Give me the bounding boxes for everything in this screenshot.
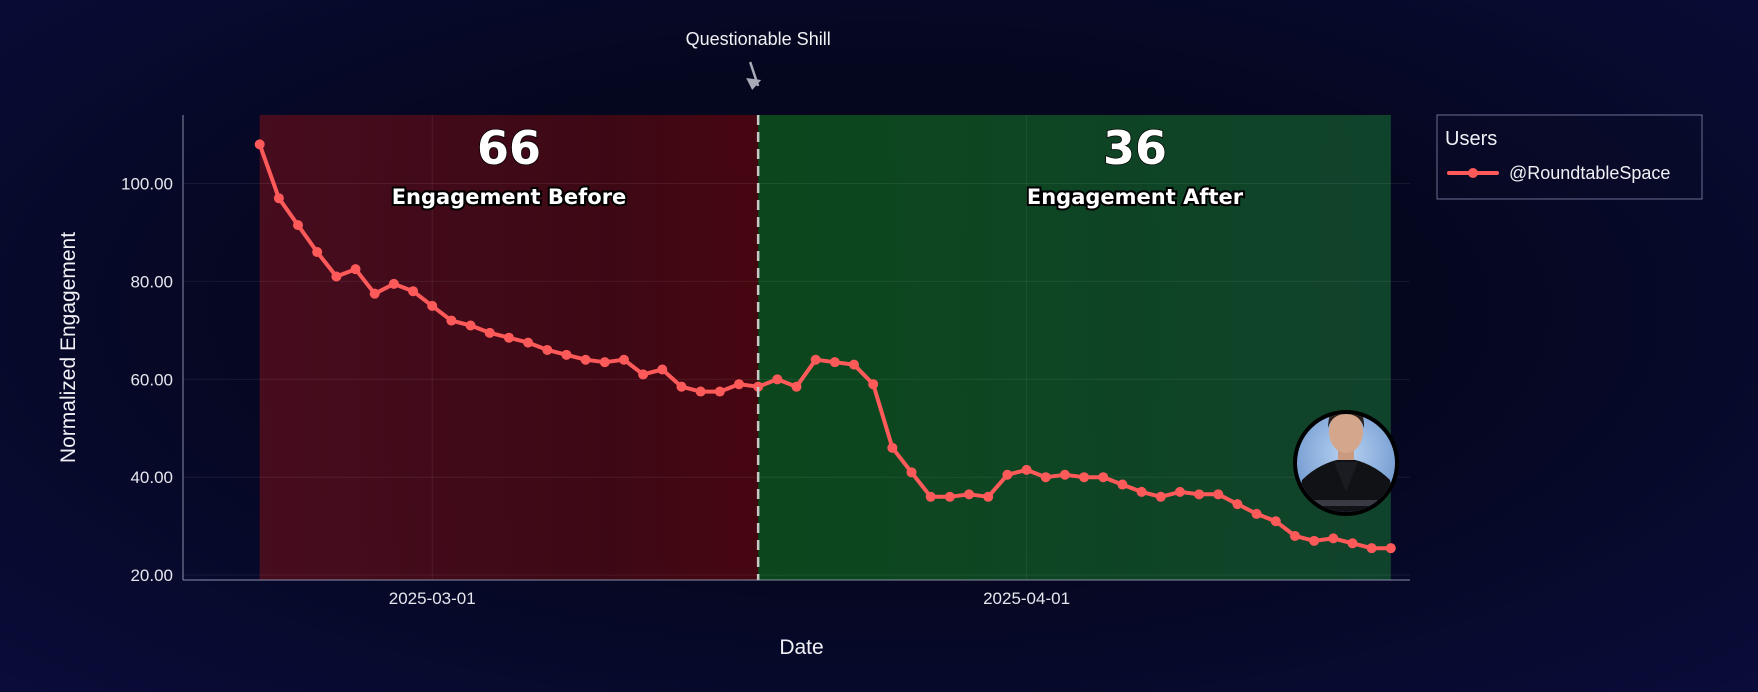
y-axis-title: Normalized Engagement [57, 232, 80, 463]
legend-box [1436, 114, 1703, 200]
data-point [580, 354, 591, 365]
after-value: 36 [1103, 121, 1167, 175]
data-point [1002, 469, 1013, 480]
data-point [1270, 516, 1281, 527]
data-point [810, 354, 821, 365]
region-before [259, 115, 759, 580]
data-point [1347, 538, 1358, 549]
data-point [1366, 543, 1377, 554]
data-point [484, 327, 495, 338]
data-point [369, 288, 380, 299]
data-point [254, 139, 265, 150]
regions-layer [259, 115, 1391, 580]
data-point [868, 379, 879, 390]
data-point [887, 442, 898, 453]
data-point [657, 364, 668, 375]
data-point [753, 381, 764, 392]
avatar-image [1297, 414, 1395, 512]
after-label: Engagement After [1027, 185, 1244, 209]
region-after [758, 115, 1391, 580]
data-point [1251, 508, 1262, 519]
data-point [714, 386, 725, 397]
data-point [638, 369, 649, 380]
y-tick-label: 60.00 [130, 370, 173, 389]
data-point [944, 491, 955, 502]
data-point [388, 278, 399, 289]
data-point [964, 489, 975, 500]
data-point [331, 271, 342, 282]
data-point [1213, 489, 1224, 500]
data-point [503, 332, 514, 343]
data-point [523, 337, 534, 348]
x-axis-title: Date [779, 636, 823, 659]
before-value: 66 [477, 121, 541, 175]
avatar [1293, 410, 1399, 516]
y-tick-label: 40.00 [130, 468, 173, 487]
data-point [542, 344, 553, 355]
data-point [1385, 543, 1396, 554]
data-point [599, 357, 610, 368]
data-point [676, 381, 687, 392]
data-point [1117, 479, 1128, 490]
data-point [1232, 499, 1243, 510]
data-point [1328, 533, 1339, 544]
data-point [791, 381, 802, 392]
data-point [312, 247, 323, 258]
data-point [350, 264, 361, 275]
data-point [1079, 472, 1090, 483]
y-tick-label: 100.00 [121, 175, 173, 194]
data-point [1174, 486, 1185, 497]
data-point [1309, 535, 1320, 546]
legend-swatch-marker [1468, 168, 1478, 178]
data-point [465, 320, 476, 331]
y-tick-label: 80.00 [130, 272, 173, 291]
x-tick-label: 2025-03-01 [389, 589, 476, 608]
data-point [408, 286, 419, 297]
data-point [1136, 486, 1147, 497]
axes-layer: 20.00 40.00 60.00 80.00 100.00 2025-03-01 2025… [57, 115, 1410, 659]
data-point [618, 354, 629, 365]
data-point [1040, 472, 1051, 483]
legend: Users @RoundtableSpace [1436, 114, 1703, 200]
data-point [829, 357, 840, 368]
data-point [906, 467, 917, 478]
data-point [925, 491, 936, 502]
series-layer [254, 139, 1396, 554]
data-point [446, 315, 457, 326]
x-tick-label: 2025-04-01 [983, 589, 1070, 608]
before-label: Engagement Before [392, 185, 627, 209]
data-point [427, 300, 438, 311]
annotation-arrowhead [746, 78, 762, 90]
legend-title: Users [1445, 128, 1497, 150]
data-point [1059, 469, 1070, 480]
data-point [1098, 472, 1109, 483]
data-point [1021, 464, 1032, 475]
y-tick-label: 20.00 [130, 566, 173, 585]
data-point [1289, 530, 1300, 541]
data-point [1194, 489, 1205, 500]
data-point [849, 359, 860, 370]
grid-layer [183, 115, 1410, 580]
data-point [561, 349, 572, 360]
data-point [733, 379, 744, 390]
data-point [695, 386, 706, 397]
data-point [273, 193, 284, 204]
annotation-label: Questionable Shill [686, 29, 831, 49]
data-point [293, 220, 304, 231]
data-point [1155, 491, 1166, 502]
labels-layer: Questionable Shill 66 Engagement Before 36 E… [390, 29, 1246, 580]
data-point [983, 491, 994, 502]
legend-item-label: @RoundtableSpace [1509, 163, 1670, 183]
data-point [772, 374, 783, 385]
